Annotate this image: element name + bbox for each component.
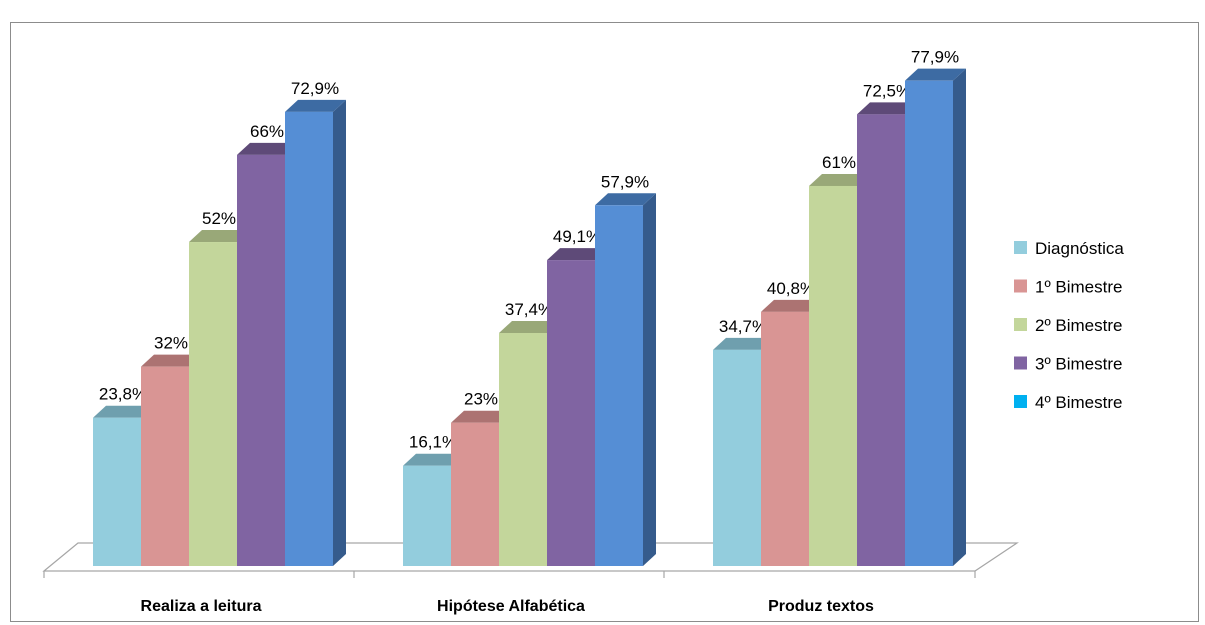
bar-3-bimestre-hipotese-alfabetica [547,260,595,566]
legend-label: 2º Bimestre [1035,316,1122,335]
legend-swatch [1014,241,1027,254]
x-tick-label: Produz textos [768,598,874,615]
bar-1-bimestre-hipotese-alfabetica [451,422,499,566]
data-label: 32% [154,334,188,353]
bar-4-bimestre-realiza-a-leitura [285,111,333,566]
data-label: 61% [822,153,856,172]
legend-swatch [1014,356,1027,370]
legend-label: 1º Bimestre [1035,278,1122,297]
data-label: 40,8% [767,279,815,298]
bar-3-bimestre-realiza-a-leitura-top [237,142,298,155]
bar-diagnostica-hipotese-alfabetica-top [403,453,464,466]
bar-1-bimestre-produz-textos-top [761,299,822,312]
legend-swatch [1014,395,1027,408]
bar-2-bimestre-produz-textos-top [809,173,870,186]
x-tick-label: Realiza a leitura [141,598,262,615]
data-label: 23,8% [99,385,147,404]
bar-4-bimestre-realiza-a-leitura-side [333,99,346,566]
bar-diagnostica-produz-textos [713,349,761,566]
data-label: 72,9% [291,79,339,98]
bar-2-bimestre-hipotese-alfabetica [499,332,547,566]
bar-3-bimestre-produz-textos-top [857,102,918,115]
bar-4-bimestre-hipotese-alfabetica [595,205,643,566]
bar-4-bimestre-realiza-a-leitura-top [285,99,346,112]
bar-4-bimestre-hipotese-alfabetica-side [643,193,656,566]
legend-label: Diagnóstica [1035,239,1124,258]
bar-diagnostica-hipotese-alfabetica [403,465,451,566]
bar-2-bimestre-realiza-a-leitura-top [189,230,250,243]
legend-swatch [1014,318,1027,331]
data-label: 52% [202,209,236,228]
data-label: 66% [250,122,284,141]
data-label: 16,1% [409,433,457,452]
bar-1-bimestre-produz-textos [761,311,809,566]
bar-3-bimestre-hipotese-alfabetica-top [547,248,608,261]
bar-4-bimestre-produz-textos-top [905,68,966,81]
x-tick-label: Hipótese Alfabética [437,598,585,615]
bar-diagnostica-realiza-a-leitura [93,417,141,566]
bar-3-bimestre-realiza-a-leitura [237,154,285,566]
data-label: 23% [464,390,498,409]
data-label: 77,9% [911,48,959,67]
bar-1-bimestre-hipotese-alfabetica-top [451,410,512,423]
legend-swatch [1014,279,1027,293]
data-label: 49,1% [553,227,601,246]
data-label: 34,7% [719,317,767,336]
bar-2-bimestre-produz-textos [809,185,857,566]
bar-4-bimestre-produz-textos [905,80,953,567]
data-label: 37,4% [505,300,553,319]
bar-4-bimestre-produz-textos-side [953,68,966,567]
bar-2-bimestre-hipotese-alfabetica-top [499,320,560,333]
legend-label: 3º Bimestre [1035,355,1122,374]
bar-1-bimestre-realiza-a-leitura [141,366,189,566]
bar-diagnostica-produz-textos-top [713,337,774,350]
bar-4-bimestre-hipotese-alfabetica-top [595,193,656,206]
legend-label: 4º Bimestre [1035,393,1122,412]
data-label: 72,5% [863,81,911,100]
bar-3-bimestre-produz-textos [857,114,905,566]
bar-1-bimestre-realiza-a-leitura-top [141,354,202,367]
bar-2-bimestre-realiza-a-leitura [189,242,237,567]
data-label: 57,9% [601,172,649,191]
bar-diagnostica-realiza-a-leitura-top [93,405,154,418]
